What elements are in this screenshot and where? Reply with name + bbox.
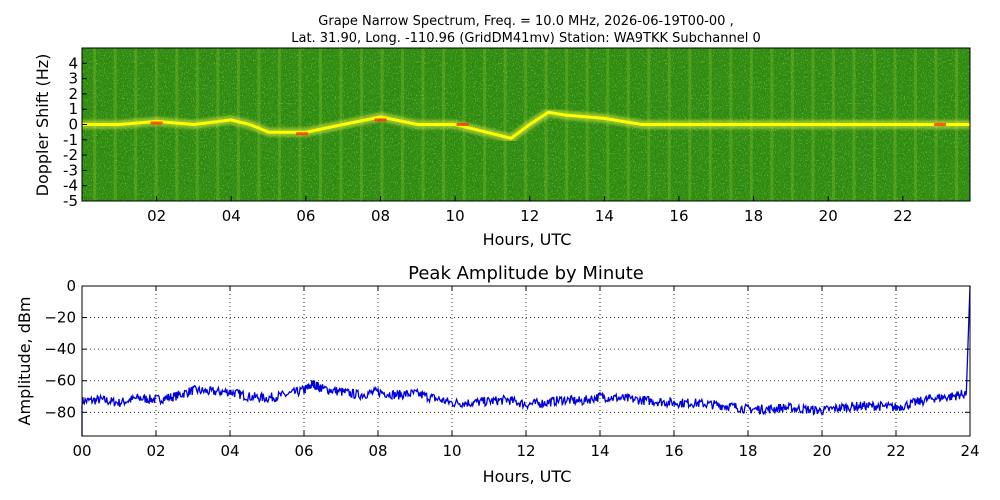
amplitude-x-tick-label: 14	[590, 442, 609, 460]
amplitude-y-label: Amplitude, dBm	[15, 297, 34, 426]
amplitude-x-tick-label: 06	[294, 442, 313, 460]
amplitude-series-line	[81, 285, 971, 436]
spectrogram-x-tick-label: 18	[744, 207, 763, 225]
spectrogram-x-tick-label: 14	[595, 207, 614, 225]
spectrogram-y-tick-label: 4	[68, 54, 78, 72]
spectrogram-y-tick-label: -5	[63, 192, 78, 210]
spectrogram-stripe	[277, 48, 281, 201]
spectrogram-stripe	[544, 48, 548, 201]
spectrogram-stripe	[380, 48, 384, 201]
amplitude-y-tick-label: −80	[44, 403, 76, 421]
spectrogram-stripe	[606, 48, 610, 201]
ridge-peak	[934, 123, 947, 126]
amplitude-x-tick-label: 08	[368, 442, 387, 460]
amplitude-x-tick-label: 12	[516, 442, 535, 460]
amplitude-x-tick-label: 00	[72, 442, 91, 460]
spectrogram-x-tick-label: 02	[147, 207, 166, 225]
spectrogram-y-tick-label: -2	[63, 146, 78, 164]
spectrogram-stripe	[565, 48, 569, 201]
amplitude-y-axis: 0 −20 −40 −60 −80	[44, 277, 970, 421]
spectrogram-subtitle: Lat. 31.90, Long. -110.96 (GridDM41mv) S…	[291, 31, 761, 46]
spectrogram-y-tick-label: -4	[63, 177, 78, 195]
spectrogram-stripe	[483, 48, 487, 201]
amplitude-x-tick-label: 24	[960, 442, 979, 460]
amplitude-title: Peak Amplitude by Minute	[408, 263, 644, 284]
amplitude-x-tick-label: 16	[664, 442, 683, 460]
amplitude-y-tick-label: 0	[66, 277, 76, 295]
amplitude-x-tick-label: 02	[146, 442, 165, 460]
spectrogram-panel: Grape Narrow Spectrum, Freq. = 10.0 MHz,…	[33, 14, 971, 249]
spectrogram-y-tick-label: -3	[63, 161, 78, 179]
spectrogram-x-tick-label: 12	[520, 207, 539, 225]
spectrogram-y-tick-label: 2	[68, 85, 78, 103]
spectrogram-y-tick-label: 0	[68, 116, 78, 134]
ridge-peaks	[150, 118, 947, 136]
ridge-peak	[150, 121, 163, 125]
amplitude-frame	[81, 285, 971, 437]
spectrogram-x-tick-label: 20	[819, 207, 838, 225]
spectrogram-x-tick-label: 10	[446, 207, 465, 225]
spectrogram-x-tick-label: 04	[222, 207, 241, 225]
spectrogram-x-tick-label: 16	[669, 207, 688, 225]
amplitude-x-tick-label: 04	[220, 442, 239, 460]
spectrogram-y-tick-label: 3	[68, 70, 78, 88]
spectrogram-x-tick-label: 22	[893, 207, 912, 225]
spectrogram-x-tick-label: 08	[371, 207, 390, 225]
amplitude-y-tick-label: −40	[44, 340, 76, 358]
amplitude-y-tick-label: −20	[44, 309, 76, 327]
spectrogram-stripe	[503, 48, 507, 201]
ridge-peak	[374, 118, 387, 122]
amplitude-grid	[82, 286, 970, 436]
amplitude-x-tick-label: 20	[812, 442, 831, 460]
ridge-peak	[456, 123, 469, 126]
amplitude-x-label: Hours, UTC	[483, 467, 572, 486]
ridge-peak	[296, 132, 309, 136]
spectrogram-x-axis: 02 04 06 08 10 12 14 16 18 20 22	[147, 196, 912, 225]
spectrogram-y-label: Doppler Shift (Hz)	[33, 54, 52, 197]
amplitude-x-tick-label: 22	[886, 442, 905, 460]
spectrogram-y-tick-label: 1	[68, 100, 78, 118]
amplitude-x-axis: 00 02 04 06 08 10 12 14 16 18 20 22 24	[72, 286, 980, 460]
ridge-line	[82, 110, 970, 140]
amplitude-x-tick-label: 18	[738, 442, 757, 460]
spectrogram-stripe	[318, 48, 322, 201]
spectrogram-x-label: Hours, UTC	[483, 230, 572, 249]
amplitude-panel: Peak Amplitude by Minute 00 02 04 06 08 10 12 1…	[15, 263, 980, 486]
spectrogram-title: Grape Narrow Spectrum, Freq. = 10.0 MHz,…	[318, 14, 733, 29]
spectrogram-stripe	[585, 48, 589, 201]
amplitude-x-tick-label: 10	[442, 442, 461, 460]
spectrogram-stripe	[298, 48, 302, 201]
amplitude-y-tick-label: −60	[44, 372, 76, 390]
spectrogram-x-tick-label: 06	[296, 207, 315, 225]
spectrogram-y-tick-label: -1	[63, 131, 78, 149]
